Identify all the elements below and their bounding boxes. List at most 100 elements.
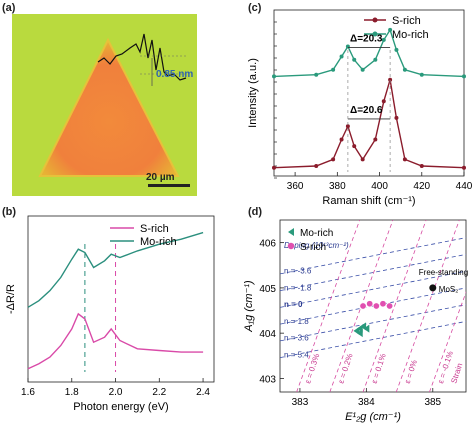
strain-line (429, 291, 466, 392)
series-point (394, 47, 399, 52)
plot-frame (279, 219, 467, 393)
doping-line (280, 270, 466, 308)
scale-label: 20 µm (146, 172, 175, 183)
legend-marker (372, 31, 378, 37)
y-tick-label: 403 (259, 374, 276, 385)
data-point-mo-rich (363, 324, 370, 333)
series-point (381, 99, 386, 104)
doping-line (280, 304, 466, 342)
series-point (373, 57, 378, 62)
x-tick-label: 383 (292, 397, 309, 408)
x-tick-label: 1.6 (21, 387, 35, 398)
doping-line (280, 254, 466, 292)
afm-image-svg: 0.85 nm 20 µm (12, 14, 197, 196)
series-point (314, 164, 319, 169)
flake-triangle (38, 37, 180, 177)
series-point (272, 165, 276, 170)
series-point (339, 54, 344, 59)
freestanding-point (429, 284, 437, 292)
legend-label: Mo-rich (300, 228, 333, 239)
legend-marker (287, 242, 295, 250)
doping-label: n = -3.6 (284, 267, 312, 276)
strain-title: Strain (449, 362, 464, 385)
x-tick-label: 384 (358, 397, 375, 408)
x-tick-label: 2.2 (152, 387, 166, 398)
series-point (352, 57, 357, 62)
x-axis-label: E¹₂g (cm⁻¹) (345, 411, 401, 423)
y-tick-label: 405 (259, 284, 276, 295)
legend-label: S-rich (392, 15, 421, 27)
panel-c-letter: (c) (248, 2, 262, 14)
freestanding-sub: MoS₂ (439, 285, 459, 294)
scale-bar (148, 184, 190, 187)
panel-b-letter: (b) (2, 206, 17, 218)
plot-frame (27, 215, 215, 383)
chart-d: n = -3.6 n = -1.8 n = 0 n = 1.8 n = 3.6 n = 5… (243, 219, 468, 423)
legend-marker (372, 17, 378, 23)
x-axis-label: Raman shift (cm⁻¹) (322, 195, 415, 207)
legend-label: S-rich (300, 242, 326, 253)
series-point (462, 74, 466, 79)
doping-label: n = -1.8 (284, 283, 312, 292)
afm-image: 0.85 nm 20 µm (12, 14, 197, 196)
height-profile-line (97, 33, 187, 81)
series-line-s-rich (27, 312, 204, 370)
data-point-s-rich (359, 302, 367, 310)
strain-label: ε = 0.1% (370, 352, 388, 384)
series-point (331, 67, 336, 72)
series-point (462, 165, 466, 170)
series-point (345, 124, 350, 129)
series-line-mo-rich (273, 28, 465, 78)
doping-label: n = 3.6 (284, 334, 309, 343)
x-tick-label: 400 (371, 181, 388, 192)
legend-label: S-rich (140, 223, 169, 235)
y-axis-label: Intensity (a.u.) (247, 58, 259, 128)
x-tick-label: 2.0 (109, 387, 123, 398)
series-line-s-rich (273, 79, 465, 169)
data-point-s-rich (366, 300, 374, 308)
doping-label: n = 5.4 (284, 350, 309, 359)
strain-label: ε = 0.2% (336, 352, 354, 384)
series-point (402, 67, 407, 72)
data-point-mo-rich (356, 329, 363, 338)
y-axis-label: -ΔR/R (5, 284, 17, 314)
x-tick-label: 420 (413, 181, 430, 192)
legend-label: Mo-rich (392, 29, 429, 41)
series-point (339, 137, 344, 142)
series-point (373, 137, 378, 142)
doping-title: Doping (10¹³cm⁻²) (284, 241, 349, 250)
series-point (419, 72, 424, 77)
y-axis-label: A₁g (cm⁻¹) (243, 280, 255, 333)
x-tick-label: 380 (329, 181, 346, 192)
delta-label: Δ=20.3 (350, 34, 383, 45)
x-tick-label: 385 (424, 397, 441, 408)
legend-label: Mo-rich (140, 236, 177, 248)
strain-label: ε = 0% (403, 359, 419, 385)
series-point (381, 37, 386, 42)
x-tick-label: 440 (456, 181, 473, 192)
strain-line (296, 220, 361, 392)
series-point (352, 144, 357, 149)
series-point (419, 164, 424, 169)
panel-a-letter: (a) (2, 2, 16, 14)
data-point-s-rich (379, 300, 387, 308)
delta-label: Δ=20.6 (350, 105, 383, 116)
strain-line (362, 220, 427, 392)
series-point (331, 157, 336, 162)
doping-line (280, 237, 466, 275)
series-point (360, 67, 365, 72)
series-line-mo-rich (27, 231, 204, 308)
height-label: 0.85 nm (156, 69, 193, 80)
doping-label: n = 0 (284, 300, 303, 309)
panel-d-letter: (d) (248, 206, 263, 218)
freestanding-label: Free-standing (419, 268, 468, 277)
series-point (272, 74, 276, 79)
data-point-s-rich (386, 302, 394, 310)
legend-marker (288, 228, 294, 236)
chart-c: 360 380 400 420 440 S-rich Mo-rich Δ=20.3 Δ=20.6… (247, 9, 473, 207)
series-point (388, 77, 393, 82)
series-point (388, 27, 393, 32)
x-tick-label: 360 (287, 181, 304, 192)
series-point (360, 157, 365, 162)
